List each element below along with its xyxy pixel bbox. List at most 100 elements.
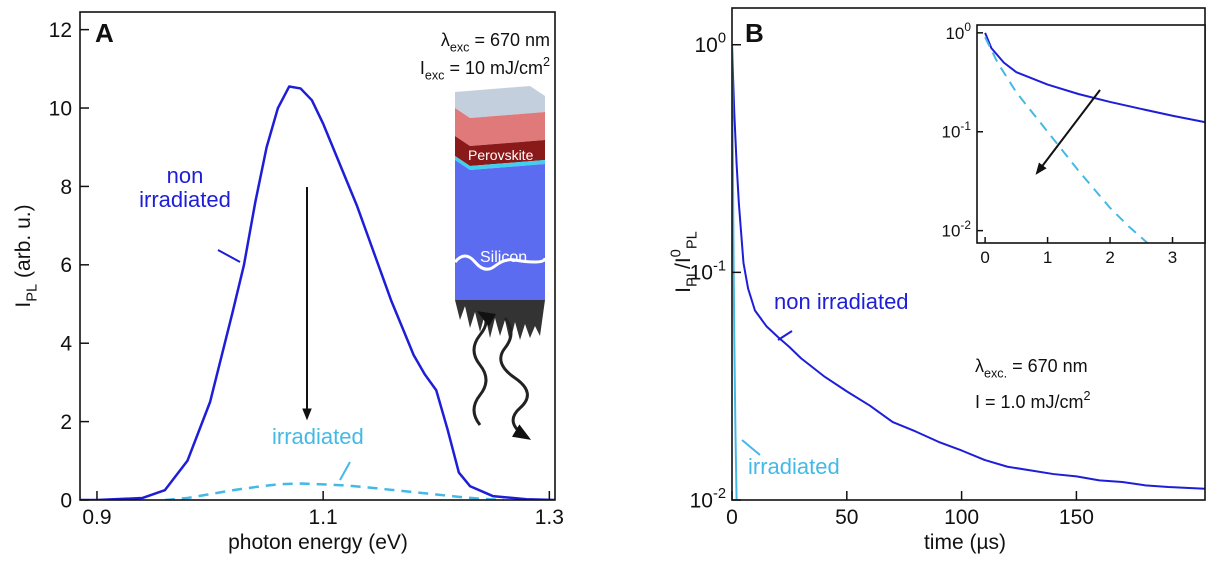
- panel: non irradiated irradiated 0.9 1.1 1.3 0 2 4 6 8 10…: [12, 11, 564, 554]
- x-tick-label: 1.1: [309, 506, 338, 529]
- text-part: (arb. u.): [12, 204, 35, 283]
- series-label-box: non irradiated: [139, 164, 231, 212]
- y-tick-label: 6: [60, 254, 72, 277]
- x-tick-label: 150: [1059, 506, 1094, 529]
- x-tick-label: 50: [835, 506, 858, 529]
- x-tick-label: 0: [726, 506, 738, 529]
- annotation: Iexc = 10 mJ/cm2: [420, 55, 550, 83]
- text-part: I = 1.0 mJ/cm: [975, 392, 1084, 412]
- text-part: PL: [684, 269, 700, 287]
- series-label-box: irradiated: [272, 425, 364, 449]
- text-part: = 670 nm: [469, 30, 550, 50]
- x-tick-label: 100: [944, 506, 979, 529]
- series-line: [984, 36, 1149, 243]
- annotation: I = 1.0 mJ/cm2: [975, 389, 1091, 412]
- diagram-layer: [455, 86, 545, 118]
- x-tick-label: 2: [1105, 248, 1114, 267]
- y-tick-label: 8: [60, 176, 72, 199]
- series-line: [732, 44, 1205, 490]
- x-tick-label: 3: [1168, 248, 1177, 267]
- tick-base: 10: [942, 123, 961, 142]
- y-tick-label: 4: [60, 333, 72, 356]
- text-part: I: [12, 302, 35, 308]
- tick-exponent: 0: [718, 31, 726, 47]
- text-part: photon energy (eV): [228, 531, 408, 554]
- x-axis-label: time (µs): [924, 531, 1006, 554]
- diagram-arrow: [472, 311, 497, 426]
- diagram-arrow: [499, 317, 532, 440]
- diagram-texture: [453, 254, 547, 271]
- label-leader: [217, 249, 241, 263]
- diagram-layer: [455, 160, 545, 310]
- diagram-layer: [455, 136, 545, 166]
- x-tick-label: 0: [980, 248, 989, 267]
- text-part: = 670 nm: [1007, 356, 1088, 376]
- tick-base: 10: [690, 489, 713, 512]
- text-part: exc.: [984, 366, 1007, 380]
- text-part: 0: [669, 249, 685, 257]
- series-line: [984, 32, 1205, 124]
- annotation: λexc = 670 nm: [441, 30, 550, 54]
- label-leader: [777, 330, 793, 341]
- tick-base: 10: [945, 24, 964, 43]
- arrow: [1035, 89, 1101, 175]
- y-tick-label: 2: [60, 411, 72, 434]
- axes-frame: [731, 7, 1206, 501]
- panel-label: B: [745, 18, 764, 48]
- x-tick-label: 1: [1043, 248, 1052, 267]
- tick-exponent: -1: [713, 258, 726, 274]
- y-tick-label: 100: [945, 20, 971, 43]
- y-tick-label: 0: [60, 489, 72, 512]
- text-part: PL: [24, 284, 40, 302]
- y-tick-label: 10-1: [690, 258, 726, 284]
- text-part: λ: [441, 30, 450, 50]
- axes-frame: [79, 11, 556, 501]
- x-axis-label: photon energy (eV): [228, 531, 408, 554]
- diagram-texture: [455, 300, 545, 342]
- inset-background: [977, 25, 1205, 243]
- series-line: [164, 482, 505, 500]
- text-part: I: [420, 58, 425, 78]
- series-label-box: irradiated: [748, 455, 840, 479]
- series-label: non irradiated: [774, 290, 909, 314]
- x-tick-label: 1.3: [535, 506, 564, 529]
- diagram-label: Perovskite: [468, 147, 534, 163]
- text-part: /I: [672, 257, 695, 269]
- y-tick-label: 10-1: [942, 119, 972, 142]
- text-part: time (µs): [924, 531, 1006, 554]
- cell-diagram: Perovskite Silicon: [453, 86, 547, 440]
- series-label-box: non irradiated: [774, 290, 909, 314]
- diagram-layer: [455, 156, 545, 170]
- tick-exponent: -2: [960, 218, 971, 232]
- x-tick-label: 0.9: [82, 506, 111, 529]
- text-part: exc: [425, 68, 445, 82]
- series-line: [80, 85, 555, 500]
- y-axis-label: IPL/I0PL: [669, 231, 701, 293]
- text-part: exc: [450, 40, 470, 54]
- label-leader: [339, 461, 351, 481]
- text-part: λ: [975, 356, 984, 376]
- diagram-layer: [455, 108, 545, 146]
- axes-frame: [976, 24, 1206, 244]
- tick-exponent: -1: [960, 119, 971, 133]
- tick-base: 10: [694, 34, 717, 57]
- y-tick-label: 10: [49, 97, 72, 120]
- panel-label: A: [95, 18, 114, 48]
- y-tick-label: 100: [694, 31, 726, 57]
- annotation: λexc. = 670 nm: [975, 356, 1088, 380]
- tick-base: 10: [942, 222, 961, 241]
- y-tick-label: 12: [49, 19, 72, 42]
- diagram-label: Silicon: [480, 249, 527, 266]
- y-axis-label: IPL (arb. u.): [12, 204, 40, 307]
- tick-exponent: -2: [713, 486, 726, 502]
- text-part: 2: [1084, 389, 1091, 403]
- series-label: non irradiated: [139, 164, 231, 212]
- text-part: 2: [543, 55, 550, 69]
- series-label: irradiated: [272, 425, 364, 449]
- text-part: I: [672, 287, 695, 293]
- y-tick-label: 10-2: [690, 486, 726, 512]
